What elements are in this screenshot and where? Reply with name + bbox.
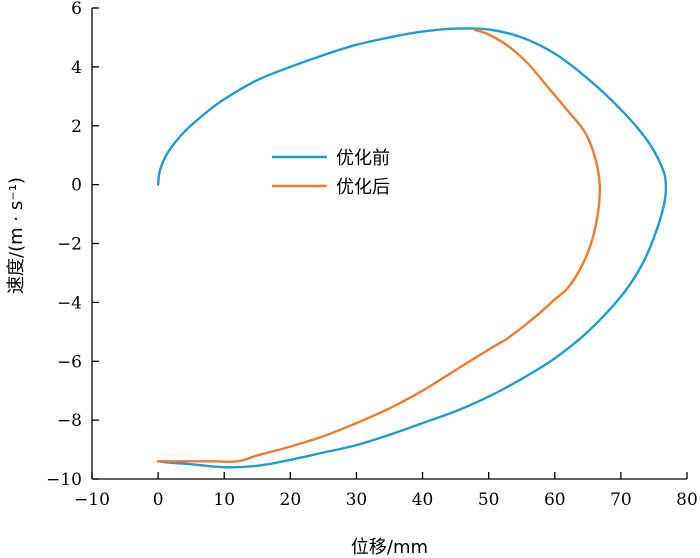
x-axis-label: 位移/mm: [351, 537, 428, 558]
y-axis-label: 速度/(m · s⁻¹): [6, 177, 27, 294]
x-tick-label: 70: [610, 490, 632, 510]
series-layer: [156, 27, 668, 469]
x-tick-label: 80: [676, 490, 698, 510]
x-tick-label: 30: [346, 490, 368, 510]
y-tick-label: 2: [71, 117, 82, 137]
x-tick-label: 60: [544, 490, 566, 510]
x-tick-label: 20: [280, 490, 302, 510]
y-tick-label: −2: [57, 235, 82, 255]
y-tick-label: 6: [71, 0, 82, 19]
legend-label: 优化前: [336, 148, 390, 169]
y-tick-label: −6: [57, 352, 82, 372]
y-tick-label: −4: [57, 293, 82, 313]
legend-label: 优化后: [336, 177, 390, 198]
x-tick-label: 40: [412, 490, 434, 510]
x-tick-label: 10: [213, 490, 235, 510]
x-tick-label: −10: [74, 490, 110, 510]
series-line-before-optimization: [156, 27, 668, 469]
axes: −10 0 10 20 30 40 50 60 70 80 −10 −8 −6 −4 −2 0 2 4 6: [46, 0, 698, 510]
y-tick-label: 0: [71, 176, 82, 196]
y-tick-label: −10: [46, 470, 82, 490]
y-tick-label: 4: [71, 58, 82, 78]
series-line-after-optimization: [156, 28, 602, 463]
y-tick-label: −8: [57, 411, 82, 431]
x-tick-label: 0: [153, 490, 164, 510]
x-tick-label: 50: [478, 490, 500, 510]
